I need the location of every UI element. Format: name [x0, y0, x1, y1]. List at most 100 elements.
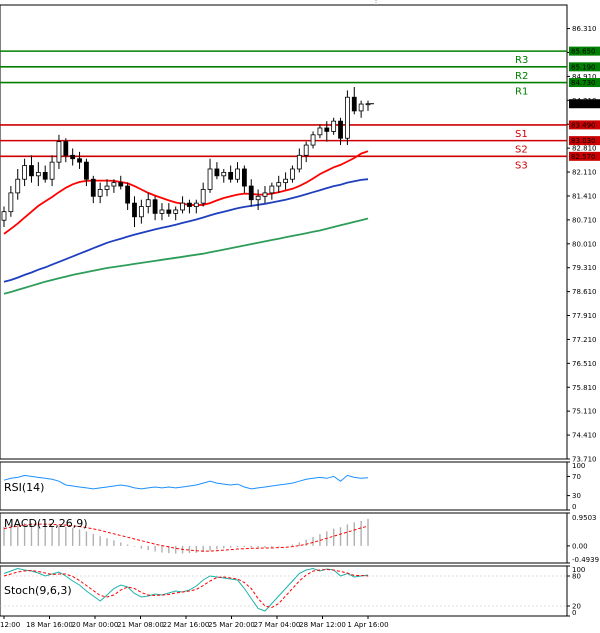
- moving-average-line-2: [3, 178, 369, 283]
- candle-body: [111, 182, 117, 187]
- rsi-pane: RSI(14) 100 70 30 0: [0, 461, 585, 511]
- candle: [166, 203, 172, 217]
- candle-body: [56, 141, 62, 163]
- candle: [145, 192, 151, 214]
- price-tick-label: 75.110: [572, 408, 597, 416]
- candle-body: [351, 96, 357, 112]
- main-pane-frame: [0, 4, 568, 460]
- rsi-tick-label: 100: [572, 462, 585, 470]
- stoch-d-line: [3, 568, 369, 609]
- candle-body: [214, 168, 220, 177]
- time-tick-label: 18 Mar 16:00: [26, 621, 73, 629]
- rsi-tick-label: 0: [572, 503, 576, 511]
- candle-body: [283, 178, 288, 184]
- candle: [317, 124, 323, 139]
- candle-body: [84, 161, 89, 180]
- candle-body: [235, 168, 240, 180]
- rsi-axis: 100 70 30 0: [567, 461, 585, 511]
- candle: [303, 141, 309, 163]
- rsi-polyline: [3, 474, 369, 490]
- time-tick-label: 1 Apr 16:00: [347, 621, 388, 629]
- candle: [111, 179, 117, 193]
- candle-body: [180, 202, 185, 211]
- price-tick-label: 77.210: [572, 336, 597, 344]
- candle-body: [8, 192, 14, 213]
- candle-body: [77, 158, 82, 163]
- candle-body: [70, 154, 76, 160]
- macd-histogram-and-signal: [3, 518, 369, 554]
- level-price-tag: 85.190: [571, 63, 596, 71]
- candle: [235, 162, 240, 183]
- candle: [1, 206, 7, 228]
- stoch-tick-label: 100: [572, 566, 585, 574]
- candle-body: [90, 178, 96, 197]
- time-tick-label: 27 Mar 04:00: [254, 621, 301, 629]
- time-tick-label: 21 Mar 08:00: [117, 621, 164, 629]
- candle-body: [152, 199, 158, 214]
- level-price-tag-bg: [569, 62, 600, 72]
- candle: [338, 117, 343, 146]
- candle: [269, 182, 275, 200]
- candle: [22, 158, 28, 187]
- candle: [63, 138, 69, 163]
- candle-body: [49, 161, 55, 180]
- candle-body: [228, 171, 234, 180]
- candle: [248, 179, 254, 207]
- candle-body: [35, 171, 41, 177]
- rsi-pane-frame: [0, 461, 568, 511]
- candle: [77, 151, 82, 169]
- moving-average-line-3: [3, 217, 369, 295]
- candle-body: [221, 171, 227, 177]
- level-label-r3: R3: [515, 55, 528, 66]
- time-tick-label: 12:00: [0, 621, 20, 629]
- candle: [49, 155, 55, 187]
- moving-average-line-1: [3, 150, 369, 235]
- candle: [70, 148, 76, 166]
- level-price-tag-bg: [569, 120, 600, 130]
- candle: [310, 131, 316, 149]
- candle-body: [1, 211, 7, 221]
- time-tick-label: 28 Mar 12:00: [299, 621, 346, 629]
- candle-body: [262, 192, 268, 197]
- candle: [241, 165, 247, 193]
- stoch-k-line: [3, 567, 369, 612]
- level-label-s3: S3: [515, 160, 528, 171]
- level-price-tag: 85.650: [571, 48, 596, 56]
- candle: [255, 189, 261, 210]
- candle-body: [317, 127, 323, 136]
- candle-body: [276, 182, 282, 187]
- rsi-tick-label: 30: [572, 492, 581, 500]
- candle: [84, 158, 89, 187]
- candle: [344, 90, 350, 146]
- candle: [125, 182, 131, 210]
- candle-body: [338, 120, 343, 139]
- pivot-levels: R3 R2 R1 S1 S2 S3: [0, 50, 567, 171]
- price-tick-label: 86.310: [572, 25, 597, 33]
- candle: [138, 199, 144, 224]
- candle: [132, 196, 137, 228]
- level-price-tag-bg: [569, 46, 600, 56]
- price-tick-label: 84.910: [572, 73, 597, 81]
- candle-body: [138, 206, 144, 218]
- level-price-tag: 84.730: [571, 79, 596, 87]
- candle-body: [290, 168, 295, 180]
- candle: [351, 86, 357, 115]
- candle: [283, 172, 288, 190]
- level-price-tag-bg: [569, 78, 600, 88]
- level-price-tag: 83.490: [571, 121, 596, 129]
- candle-body: [296, 154, 302, 170]
- level-label-s2: S2: [515, 145, 528, 156]
- candle-body: [42, 171, 48, 180]
- price-tick-label: 75.810: [572, 384, 597, 392]
- rsi-tick-label: 70: [572, 473, 581, 481]
- stoch-tick-label: 0: [572, 609, 576, 617]
- current-price-tag: 84.110: [571, 100, 596, 108]
- candle: [35, 162, 41, 187]
- candle-body: [125, 185, 131, 204]
